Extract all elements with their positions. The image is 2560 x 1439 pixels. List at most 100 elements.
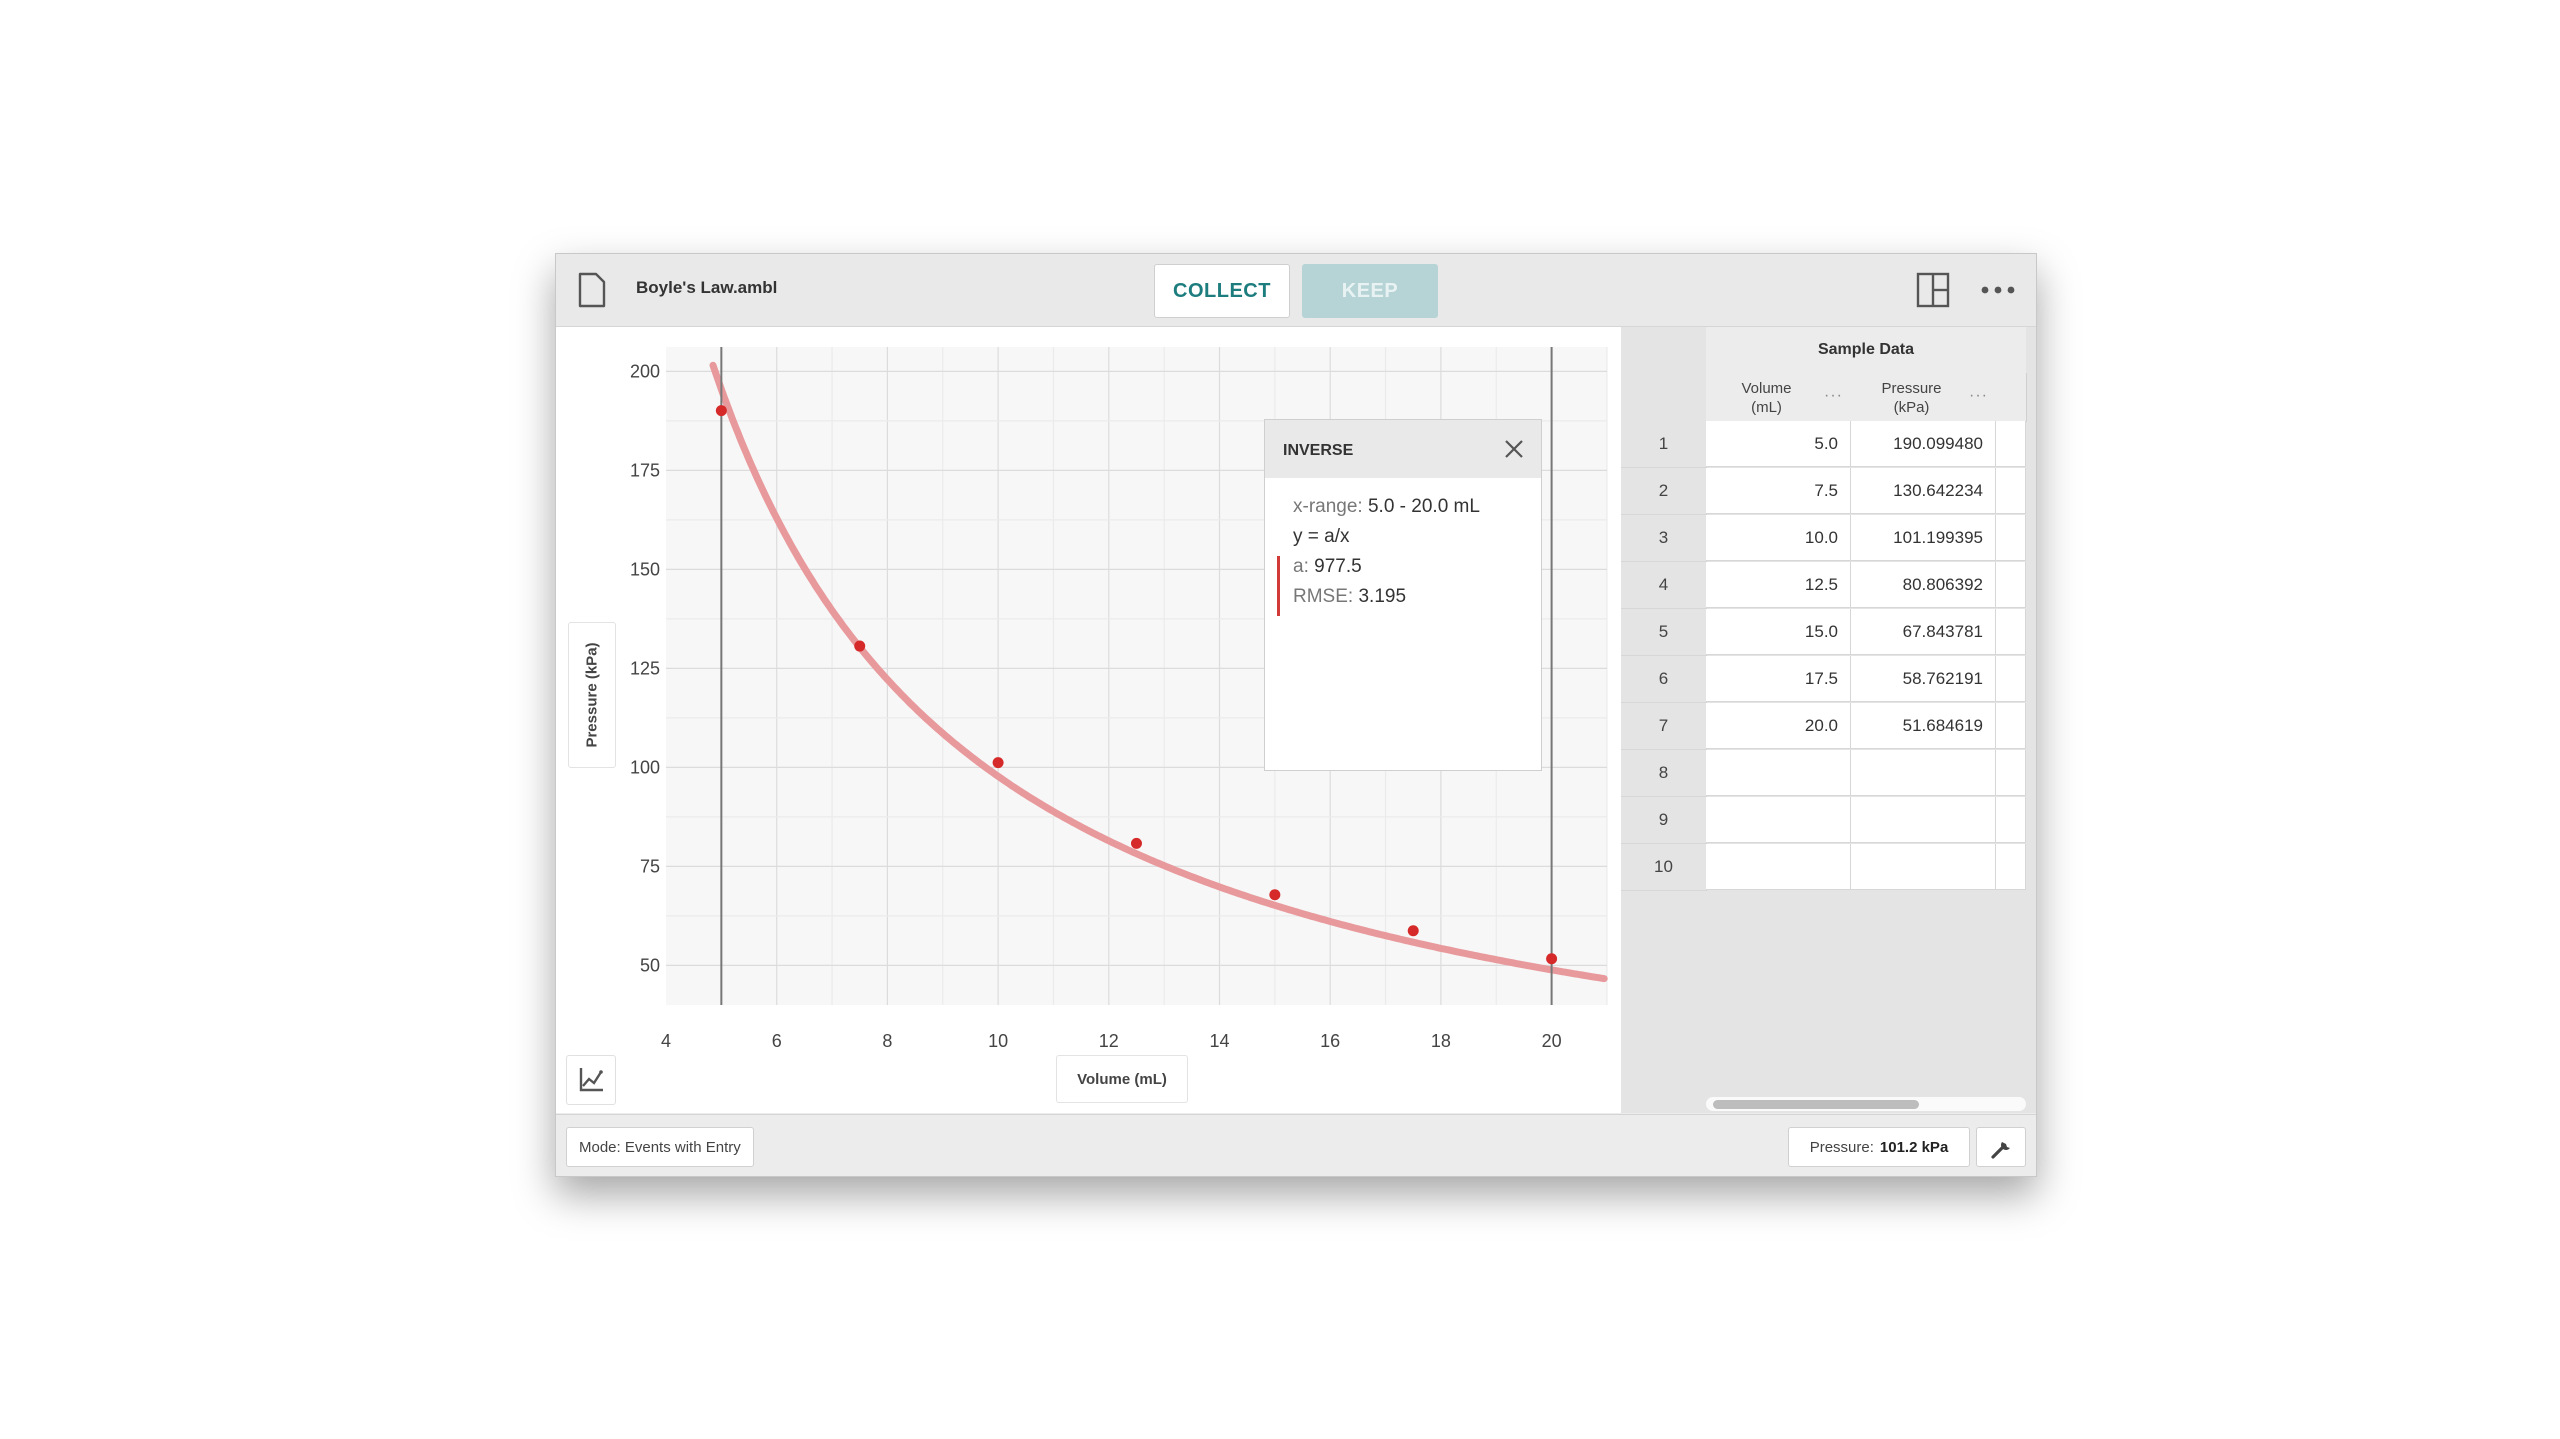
table-cell-pressure[interactable] [1851, 844, 1996, 890]
table-cell-pressure[interactable] [1851, 750, 1996, 796]
graph-pane: 4 6 8 10 12 14 16 18 20 50 75 100 125 150 175 200 Press… [556, 327, 1621, 1113]
table-cell-volume[interactable] [1706, 844, 1851, 890]
column-header-volume-label: Volume (mL) [1741, 380, 1792, 416]
table-cell-volume[interactable]: 10.0 [1706, 515, 1851, 561]
data-table: Sample Data Volume (mL) ··· Pressure (kPa)… [1621, 327, 2036, 1113]
file-icon[interactable] [578, 272, 606, 308]
table-cell-volume[interactable]: 5.0 [1706, 421, 1851, 467]
row-number[interactable]: 10 [1621, 844, 1707, 891]
y-axis-label[interactable]: Pressure (kPa) [568, 622, 616, 768]
column-options-icon[interactable]: ··· [1969, 387, 1988, 404]
row-number[interactable]: 6 [1621, 656, 1707, 703]
table-corner [1621, 327, 1707, 422]
scrollbar-thumb[interactable] [1713, 1100, 1919, 1109]
fit-a-value: 977.5 [1314, 556, 1362, 577]
data-point [715, 405, 727, 417]
app-window: Boyle's Law.ambl COLLECT KEEP 4 6 8 10 12 14 1… [555, 253, 2037, 1177]
table-cell-pressure[interactable]: 80.806392 [1851, 562, 1996, 608]
fit-rmse-key: RMSE: [1293, 586, 1354, 607]
row-number[interactable]: 1 [1621, 421, 1707, 468]
row-number[interactable]: 7 [1621, 703, 1707, 750]
row-number[interactable]: 8 [1621, 750, 1707, 797]
file-name[interactable]: Boyle's Law.ambl [636, 278, 778, 297]
data-point [1269, 889, 1281, 901]
row-number[interactable]: 5 [1621, 609, 1707, 656]
table-cell-partial[interactable] [1996, 844, 2026, 890]
x-tick-label: 14 [1209, 1031, 1229, 1051]
pressure-meter[interactable]: Pressure: 101.2 kPa [1788, 1127, 1970, 1167]
table-cell-volume[interactable] [1706, 797, 1851, 843]
data-point [992, 757, 1004, 769]
table-cell-partial[interactable] [1996, 656, 2026, 702]
y-tick-label: 125 [630, 658, 660, 678]
table-cell-partial[interactable] [1996, 750, 2026, 796]
table-cell-pressure[interactable]: 190.099480 [1851, 421, 1996, 467]
column-header-pressure-label: Pressure (kPa) [1881, 380, 1942, 416]
row-number[interactable]: 9 [1621, 797, 1707, 844]
x-tick-label: 20 [1542, 1031, 1562, 1051]
graph-tools-icon[interactable] [566, 1055, 616, 1105]
table-cell-partial[interactable] [1996, 703, 2026, 749]
x-tick-label: 18 [1431, 1031, 1451, 1051]
data-point [1546, 953, 1558, 965]
data-point [854, 640, 866, 652]
row-number[interactable]: 3 [1621, 515, 1707, 562]
row-number[interactable]: 4 [1621, 562, 1707, 609]
table-cell-volume[interactable]: 20.0 [1706, 703, 1851, 749]
column-header-partial[interactable] [1996, 373, 2027, 422]
x-tick-label: 8 [882, 1031, 892, 1051]
table-cell-partial[interactable] [1996, 609, 2026, 655]
row-number[interactable]: 2 [1621, 468, 1707, 515]
fit-a-key: a: [1293, 556, 1309, 577]
table-cell-partial[interactable] [1996, 468, 2026, 514]
table-cell-partial[interactable] [1996, 421, 2026, 467]
table-cell-volume[interactable] [1706, 750, 1851, 796]
y-tick-label: 50 [640, 955, 660, 975]
table-cell-partial[interactable] [1996, 562, 2026, 608]
x-tick-label: 4 [661, 1031, 671, 1051]
curve-fit-panel: INVERSE x-range: 5.0 - 20.0 mL y = a/x a… [1264, 419, 1542, 771]
y-tick-label: 175 [630, 460, 660, 480]
table-cell-pressure[interactable]: 51.684619 [1851, 703, 1996, 749]
keep-button[interactable]: KEEP [1302, 264, 1438, 318]
table-cell-volume[interactable]: 17.5 [1706, 656, 1851, 702]
x-axis-label[interactable]: Volume (mL) [1056, 1055, 1188, 1103]
close-icon[interactable] [1503, 438, 1525, 460]
column-options-icon[interactable]: ··· [1824, 387, 1843, 404]
table-cell-pressure[interactable] [1851, 797, 1996, 843]
collect-button[interactable]: COLLECT [1154, 264, 1290, 318]
fit-range-value: 5.0 - 20.0 mL [1367, 496, 1480, 517]
table-cell-volume[interactable]: 7.5 [1706, 468, 1851, 514]
x-tick-label: 10 [988, 1031, 1008, 1051]
column-header-pressure[interactable]: Pressure (kPa) ··· [1851, 373, 1997, 422]
table-cell-pressure[interactable]: 58.762191 [1851, 656, 1996, 702]
mode-button[interactable]: Mode: Events with Entry [566, 1127, 754, 1167]
table-cell-partial[interactable] [1996, 797, 2026, 843]
fit-range-key: x-range: [1293, 496, 1363, 517]
curve-fit-header: INVERSE [1265, 420, 1541, 478]
fit-equation: y = a/x [1293, 526, 1350, 547]
meter-value: 101.2 kPa [1879, 1138, 1949, 1156]
curve-fit-title: INVERSE [1283, 442, 1354, 459]
x-tick-label: 6 [772, 1031, 782, 1051]
wrench-icon[interactable] [1976, 1127, 2026, 1167]
table-cell-pressure[interactable]: 130.642234 [1851, 468, 1996, 514]
layout-icon[interactable] [1916, 272, 1950, 308]
fit-rmse-value: 3.195 [1358, 586, 1407, 607]
fit-parameter-a: a: 977.5 [1293, 556, 1362, 578]
y-tick-label: 100 [630, 757, 660, 777]
y-tick-label: 200 [630, 361, 660, 381]
table-cell-partial[interactable] [1996, 515, 2026, 561]
more-options-icon[interactable] [1978, 274, 2018, 306]
data-point [1407, 925, 1419, 937]
table-cell-pressure[interactable]: 67.843781 [1851, 609, 1996, 655]
fit-range: x-range: 5.0 - 20.0 mL [1293, 496, 1480, 518]
data-set-title[interactable]: Sample Data [1706, 327, 2026, 374]
status-bar: Mode: Events with Entry Pressure: 101.2 … [556, 1114, 2036, 1176]
y-tick-label: 75 [640, 856, 660, 876]
table-cell-volume[interactable]: 12.5 [1706, 562, 1851, 608]
column-header-volume[interactable]: Volume (mL) ··· [1706, 373, 1852, 422]
table-cell-volume[interactable]: 15.0 [1706, 609, 1851, 655]
table-cell-pressure[interactable]: 101.199395 [1851, 515, 1996, 561]
data-point [1130, 837, 1142, 849]
